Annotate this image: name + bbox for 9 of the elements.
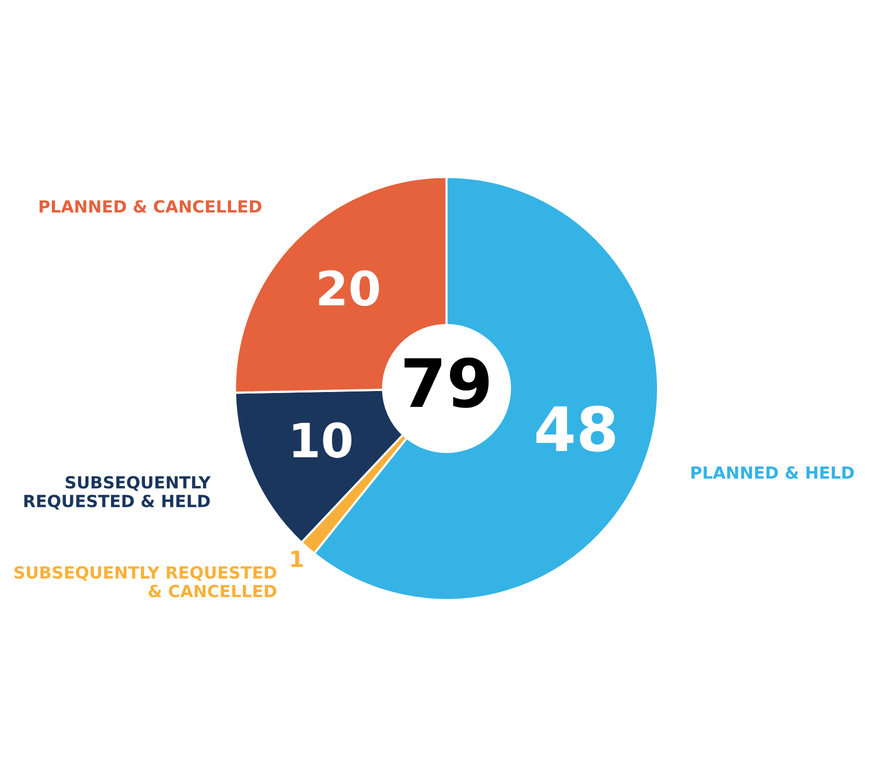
text: 79 (404, 357, 489, 408)
slice-label: PLANNED & CANCELLED (40, 200, 262, 213)
data-label: 48 (536, 406, 615, 452)
data-label: 20 (319, 270, 379, 306)
data-label: 1 (291, 550, 303, 567)
slice-label: SUBSEQUENTLY REQUESTED & CANCELLED (14, 566, 276, 598)
slice-label: PLANNED & HELD (691, 466, 854, 479)
data-label: 10 (293, 422, 352, 458)
slice-label: SUBSEQUENTLY REQUESTED & HELD (24, 476, 211, 510)
